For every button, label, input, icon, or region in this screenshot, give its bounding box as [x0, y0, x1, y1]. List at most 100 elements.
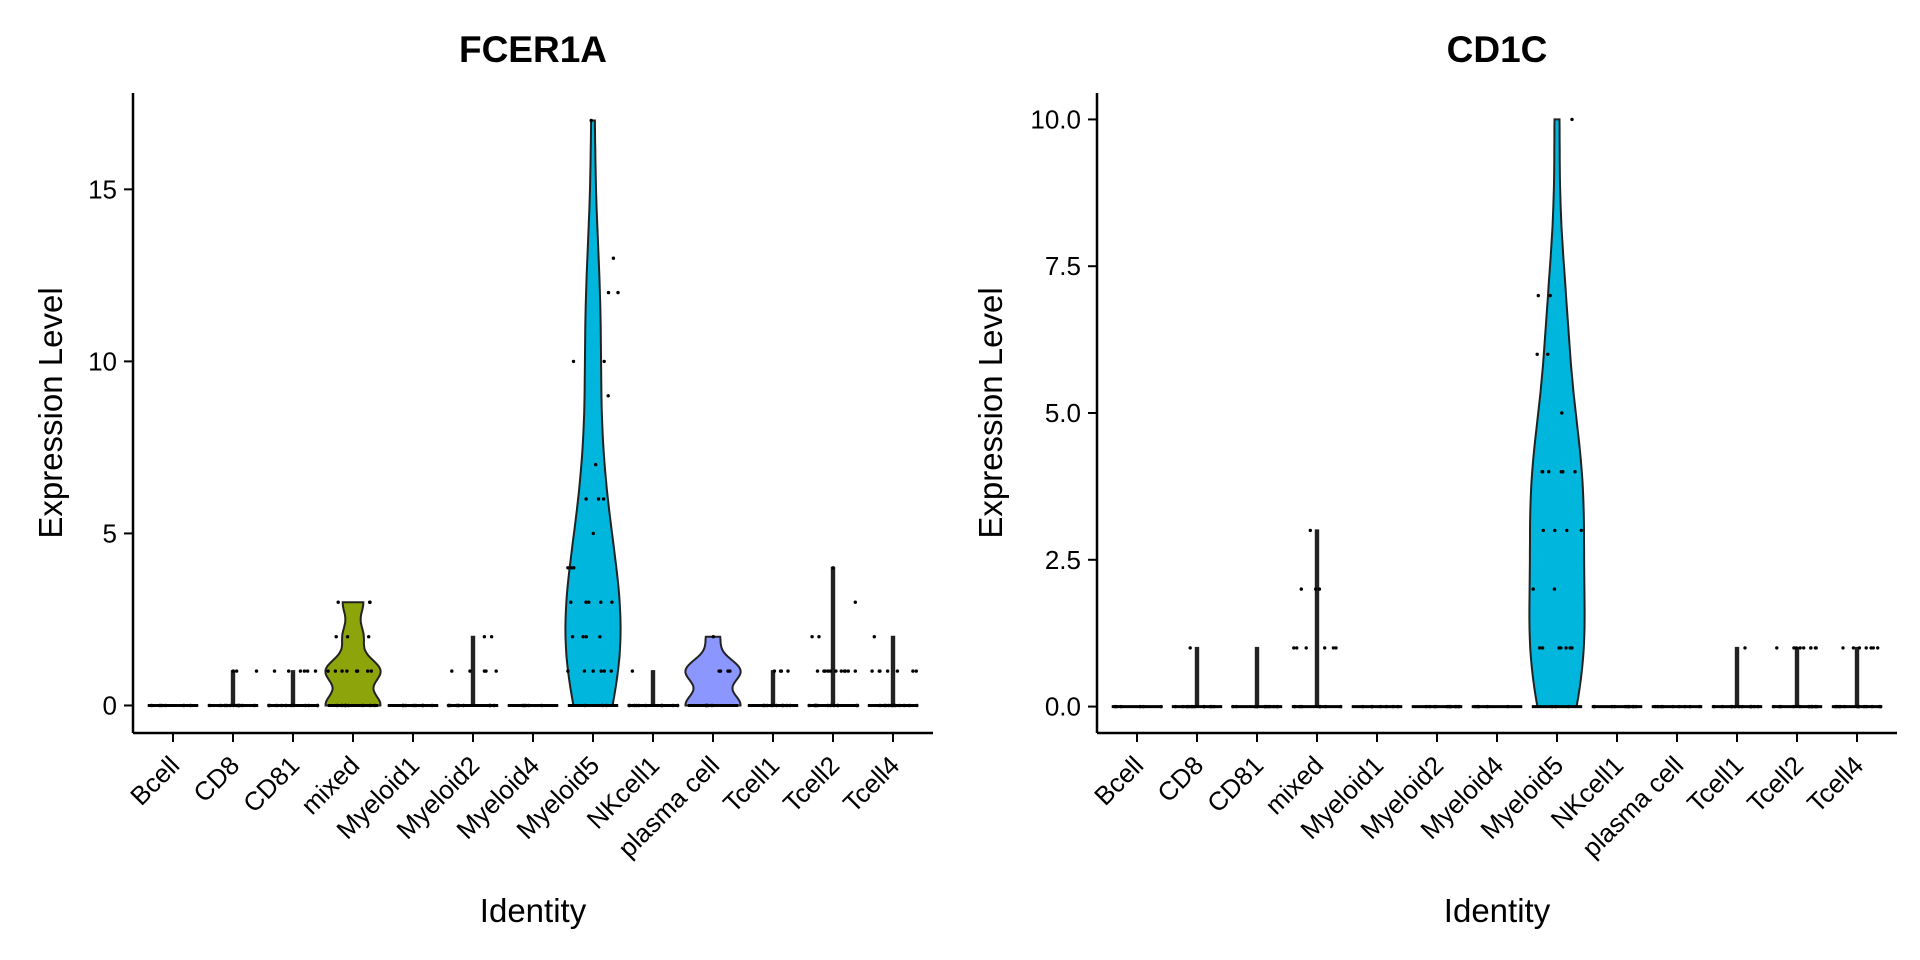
data-point	[1570, 117, 1574, 122]
data-point	[1119, 704, 1123, 709]
data-point	[606, 394, 610, 398]
data-point	[1457, 704, 1461, 709]
data-point	[1623, 704, 1628, 709]
data-point	[1733, 704, 1737, 709]
y-tick-label: 15	[88, 174, 117, 204]
data-point	[343, 703, 348, 708]
panel-title: CD1C	[1447, 29, 1548, 70]
data-point	[355, 669, 360, 673]
data-point	[1876, 646, 1880, 650]
data-point	[1317, 587, 1322, 591]
data-point	[1752, 704, 1757, 709]
data-point	[366, 669, 370, 673]
data-point	[1473, 704, 1477, 709]
data-point	[606, 290, 611, 295]
data-point	[1557, 646, 1561, 650]
data-point	[1743, 646, 1747, 650]
data-point	[1531, 587, 1535, 591]
chart-panel-2: CD1C Expression Level Identity 0.0 2.5 5.0 7.5…	[972, 29, 1897, 929]
data-point	[1173, 704, 1178, 709]
data-point	[589, 118, 593, 123]
data-point	[1877, 704, 1882, 709]
data-point	[1553, 704, 1558, 709]
data-point	[1698, 704, 1702, 709]
data-point	[326, 669, 330, 673]
data-point	[287, 669, 291, 673]
data-point	[602, 669, 606, 673]
data-point	[305, 669, 310, 673]
data-point	[1535, 352, 1539, 356]
data-point	[346, 703, 351, 708]
data-point	[236, 703, 241, 708]
data-point	[1536, 293, 1541, 298]
data-point	[1541, 528, 1546, 533]
data-point	[1871, 646, 1876, 650]
data-point	[1231, 704, 1235, 709]
data-point	[602, 359, 606, 364]
data-point	[660, 703, 664, 708]
y-tick-label: 5.0	[1045, 398, 1081, 428]
x-tick-label: Tcell1	[717, 750, 785, 818]
data-point	[369, 669, 373, 673]
data-point	[878, 703, 882, 708]
data-point	[630, 669, 635, 673]
violin-nkcell1	[650, 670, 656, 707]
x-tick-label: Bcell	[124, 750, 185, 811]
data-point	[1295, 646, 1299, 650]
data-point	[345, 635, 350, 639]
data-point	[1798, 646, 1802, 650]
violin-myeloid5	[564, 119, 622, 707]
data-point	[571, 359, 576, 364]
data-point	[774, 703, 779, 708]
data-point	[1565, 528, 1569, 533]
data-point	[1268, 704, 1272, 709]
data-point	[1537, 646, 1542, 650]
data-point	[596, 497, 601, 501]
data-point	[492, 703, 496, 708]
data-point	[1209, 704, 1214, 709]
violin-cd81	[290, 670, 296, 707]
x-axis-label: Identity	[1444, 892, 1551, 929]
data-point	[1540, 646, 1545, 650]
data-point	[584, 635, 588, 639]
data-point	[494, 669, 498, 673]
data-point	[292, 703, 296, 708]
data-point	[334, 635, 338, 639]
x-tick-label: Bcell	[1088, 750, 1149, 811]
data-point	[1318, 704, 1322, 709]
data-point	[911, 669, 915, 673]
data-point	[430, 703, 434, 708]
data-point	[1857, 646, 1862, 650]
data-point	[1592, 704, 1597, 709]
data-point	[591, 531, 595, 536]
data-point	[1188, 646, 1192, 650]
data-point	[1756, 704, 1760, 709]
data-point	[1798, 704, 1802, 709]
data-point	[878, 669, 882, 673]
y-tick-label: 7.5	[1045, 251, 1081, 281]
data-point	[1159, 704, 1163, 709]
data-point	[218, 703, 223, 708]
data-point	[569, 600, 573, 604]
data-point	[815, 669, 820, 673]
data-point	[853, 669, 857, 673]
data-point	[834, 669, 838, 673]
data-point	[1553, 528, 1557, 533]
data-point	[829, 703, 833, 708]
data-point	[298, 669, 303, 673]
y-tick-label: 10.0	[1030, 104, 1081, 134]
x-tick-label: Tcell2	[777, 750, 845, 818]
x-axis-label: Identity	[480, 892, 587, 929]
violin-plasma-cell	[684, 635, 742, 707]
data-point	[1547, 470, 1551, 474]
data-point	[1546, 352, 1550, 356]
data-point	[228, 703, 232, 708]
data-point	[1298, 704, 1302, 709]
data-point	[267, 703, 272, 708]
data-point	[600, 703, 605, 708]
data-point	[450, 669, 454, 673]
data-point	[1424, 704, 1429, 709]
data-point	[717, 669, 721, 673]
data-point	[813, 703, 818, 708]
